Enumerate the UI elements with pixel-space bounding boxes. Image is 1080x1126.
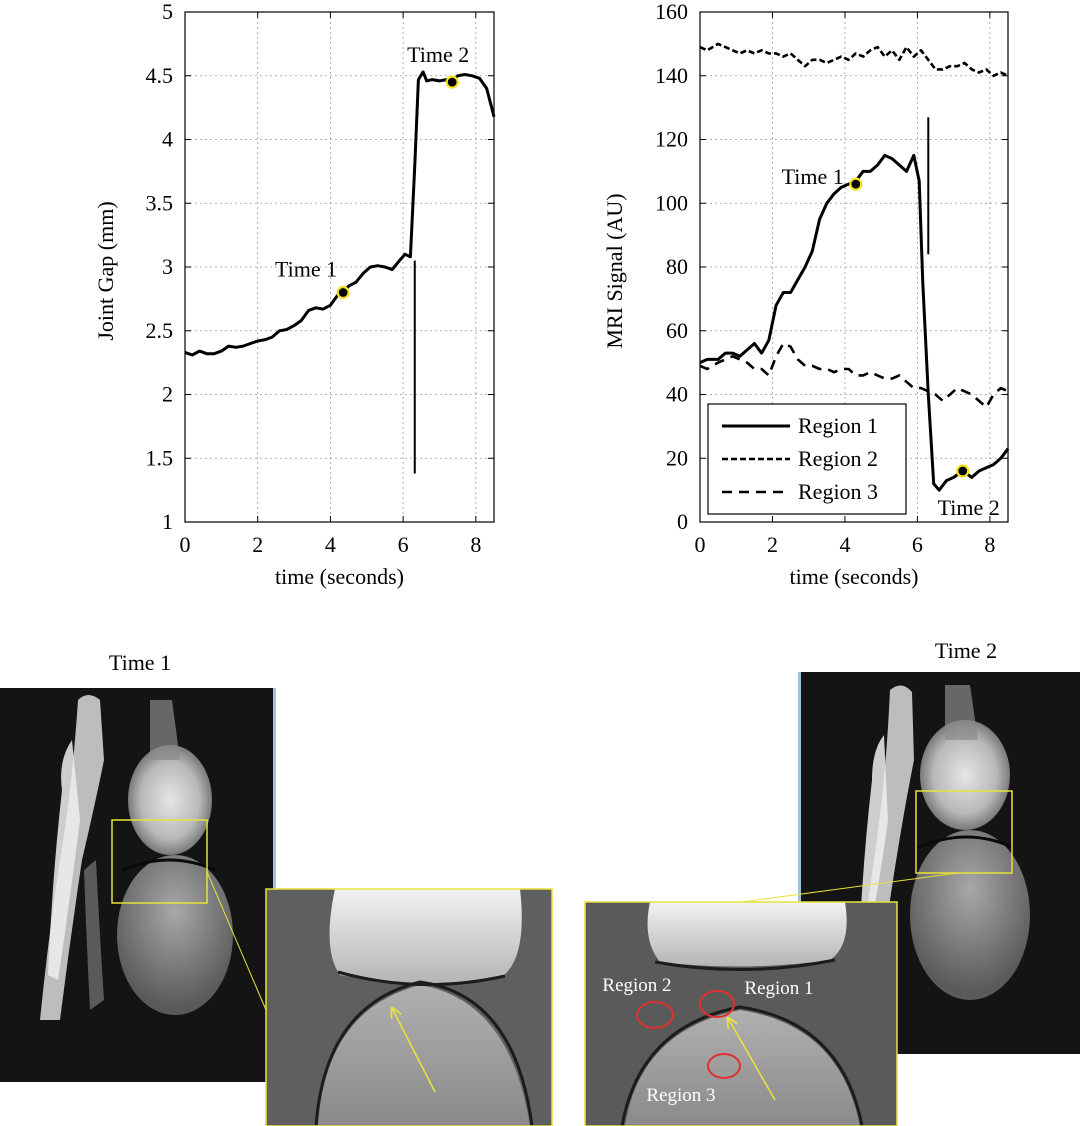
mri-signal-y-axis-label: MRI Signal (AU) xyxy=(602,193,627,348)
region-1-label: Region 1 xyxy=(744,978,813,999)
time-annotation-label: Time 2 xyxy=(407,42,469,67)
mri-signal-legend: Region 1 Region 2 Region 3 xyxy=(707,403,907,515)
y-tick-label: 4 xyxy=(162,127,173,152)
time-marker-point xyxy=(849,177,863,191)
mri-images: Time 1 Time 2 xyxy=(0,638,1080,1126)
x-tick-label: 6 xyxy=(398,532,409,557)
y-tick-label: 0 xyxy=(677,509,688,534)
y-tick-label: 160 xyxy=(655,0,688,24)
y-tick-label: 140 xyxy=(655,63,688,88)
mri-signal-annotations: Time 1 Time 2 xyxy=(782,164,1000,520)
y-tick-label: 1.5 xyxy=(146,445,174,470)
y-tick-label: 100 xyxy=(655,190,688,215)
time1-image-label: Time 1 xyxy=(109,650,171,675)
x-tick-label: 2 xyxy=(252,532,263,557)
joint-gap-ticks: 0 2 4 6 8 1 1.5 2 2.5 3 3.5 4 4.5 5 xyxy=(146,0,494,557)
legend-entry: Region 2 xyxy=(798,446,878,471)
time-marker-point xyxy=(445,75,459,89)
y-tick-label: 40 xyxy=(666,382,688,407)
x-tick-label: 4 xyxy=(839,532,850,557)
y-tick-label: 20 xyxy=(666,445,688,470)
y-tick-label: 2.5 xyxy=(146,318,174,343)
y-tick-label: 3 xyxy=(162,254,173,279)
joint-gap-annotations: Time 1 Time 2 xyxy=(275,42,469,300)
time2-zoom-panel: Region 2 Region 1 Region 3 xyxy=(584,901,898,1126)
x-tick-label: 6 xyxy=(912,532,923,557)
time-annotation-label: Time 1 xyxy=(275,257,337,282)
region-3-label: Region 3 xyxy=(646,1085,715,1106)
x-tick-label: 0 xyxy=(180,532,191,557)
x-tick-label: 0 xyxy=(695,532,706,557)
joint-gap-grid xyxy=(184,11,494,523)
x-tick-label: 8 xyxy=(984,532,995,557)
y-tick-label: 1 xyxy=(162,509,173,534)
x-tick-label: 2 xyxy=(767,532,778,557)
region-3-circle xyxy=(707,1053,741,1079)
series-line-2 xyxy=(699,42,1009,78)
y-tick-label: 120 xyxy=(655,127,688,152)
region-1-circle xyxy=(699,990,735,1018)
x-tick-label: 8 xyxy=(470,532,481,557)
y-tick-label: 4.5 xyxy=(146,63,174,88)
y-tick-label: 5 xyxy=(162,0,173,24)
time1-zoom-panel xyxy=(265,888,553,1126)
y-tick-label: 3.5 xyxy=(146,190,174,215)
y-tick-label: 60 xyxy=(666,318,688,343)
time-marker-point xyxy=(336,285,350,300)
series-line-3 xyxy=(699,342,1009,409)
series-line-1 xyxy=(699,153,1010,492)
joint-gap-x-axis-label: time (seconds) xyxy=(275,564,404,589)
region-2-circle xyxy=(636,1001,674,1029)
region-2-label: Region 2 xyxy=(602,975,671,996)
time-annotation-label: Time 2 xyxy=(938,495,1000,520)
legend-entry: Region 3 xyxy=(798,479,878,504)
joint-gap-chart: 0 2 4 6 8 1 1.5 2 2.5 3 3.5 4 4.5 5 Time 1 Time 2 time… xyxy=(93,0,496,589)
time-marker-point xyxy=(956,464,970,478)
x-tick-label: 4 xyxy=(325,532,336,557)
mri-signal-x-axis-label: time (seconds) xyxy=(790,564,919,589)
legend-entry: Region 1 xyxy=(798,413,878,438)
time1-mri-slice xyxy=(0,688,276,1082)
y-tick-label: 2 xyxy=(162,382,173,407)
mri-signal-series xyxy=(699,42,1010,492)
y-tick-label: 80 xyxy=(666,254,688,279)
time2-image-label: Time 2 xyxy=(935,638,997,663)
joint-gap-series xyxy=(184,70,496,474)
series-line-1 xyxy=(184,70,496,357)
time-annotation-label: Time 1 xyxy=(782,164,844,189)
joint-gap-y-axis-label: Joint Gap (mm) xyxy=(93,201,118,340)
